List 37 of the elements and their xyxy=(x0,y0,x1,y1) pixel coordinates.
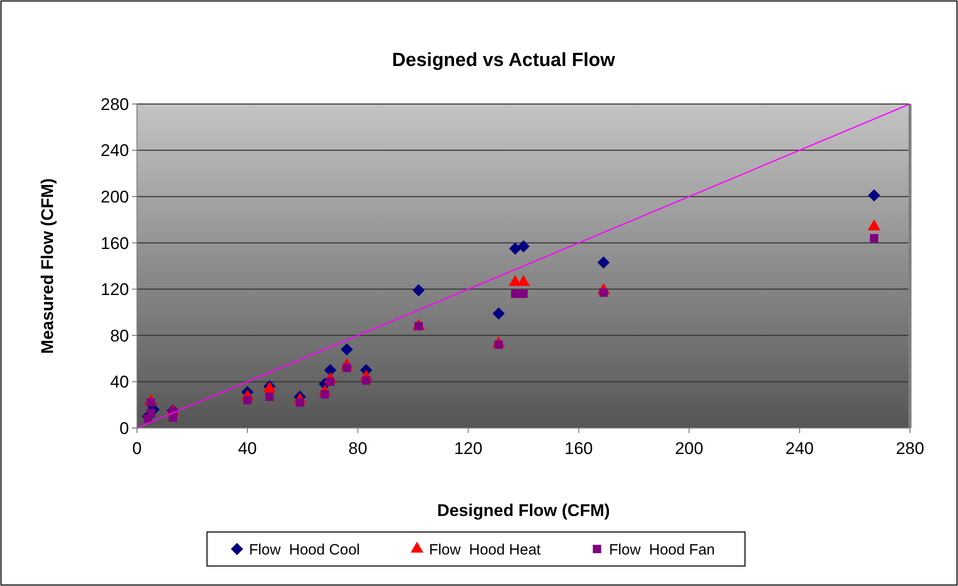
point xyxy=(517,240,530,252)
point xyxy=(362,376,370,385)
x-axis-title: Designed Flow (CFM) xyxy=(437,501,610,520)
x-tick-label: 40 xyxy=(238,439,257,458)
point xyxy=(340,343,353,356)
point xyxy=(519,290,528,298)
y-tick-label: 80 xyxy=(110,326,129,346)
point xyxy=(511,290,520,298)
y-tick-label: 280 xyxy=(100,94,129,114)
point xyxy=(492,307,505,320)
point xyxy=(146,408,155,418)
y-tick-label: 160 xyxy=(100,234,129,253)
x-tick-label: 240 xyxy=(785,439,814,458)
x-tick-label: 0 xyxy=(132,439,142,458)
x-tick-label: 80 xyxy=(348,439,368,458)
point xyxy=(412,284,425,296)
point xyxy=(509,242,522,255)
point xyxy=(870,234,878,242)
x-tick-label: 200 xyxy=(674,439,704,458)
y-tick-label: 40 xyxy=(110,372,129,392)
y-axis-title: Measured Flow (CFM) xyxy=(38,178,57,354)
point xyxy=(265,392,274,401)
point xyxy=(597,256,610,269)
legend-label: Flow Hood Fan xyxy=(609,541,715,558)
y-tick-label: 240 xyxy=(100,141,129,160)
x-tick-label: 120 xyxy=(454,439,482,458)
y-tick-label: 200 xyxy=(100,188,129,207)
y-tick-label: 120 xyxy=(100,280,129,300)
y-tick-label: 0 xyxy=(120,418,129,438)
point xyxy=(243,396,252,404)
x-tick-label: 160 xyxy=(564,439,593,458)
legend-label: Flow Hood Cool xyxy=(249,541,360,558)
x-tick-label: 280 xyxy=(896,439,924,458)
point xyxy=(868,189,880,202)
point xyxy=(324,364,336,376)
chart-title: Designed vs Actual Flow xyxy=(392,50,616,71)
legend-label: Flow Hood Heat xyxy=(429,541,542,558)
